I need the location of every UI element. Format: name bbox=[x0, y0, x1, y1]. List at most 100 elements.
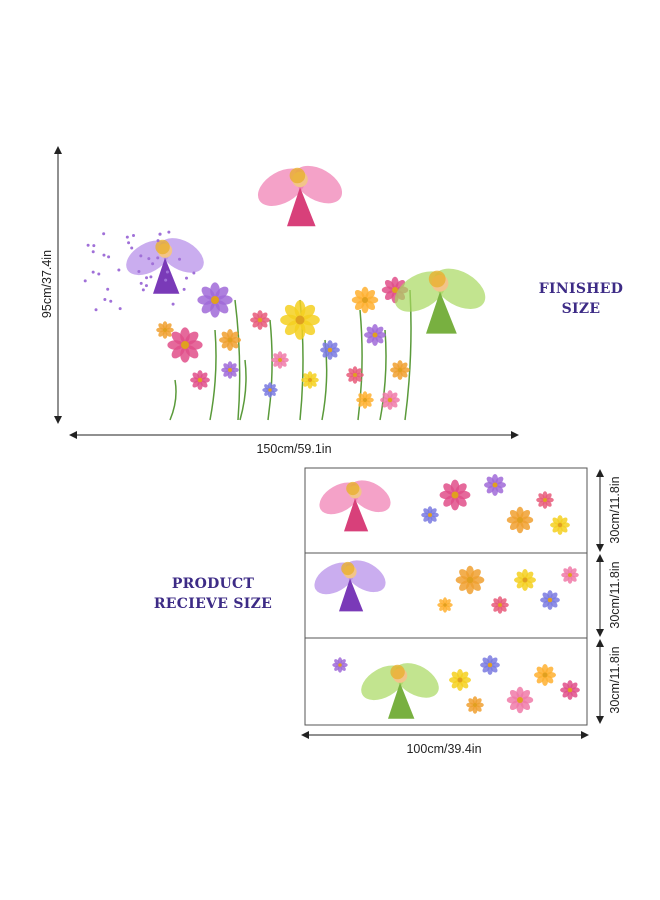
fairy bbox=[309, 554, 391, 612]
fairy bbox=[388, 260, 492, 333]
sparkle bbox=[87, 244, 90, 247]
sparkle bbox=[102, 232, 105, 235]
finished-title-line1: FINISHED bbox=[530, 279, 632, 299]
sparkle bbox=[145, 284, 148, 287]
flower bbox=[352, 287, 378, 313]
flower bbox=[437, 597, 452, 612]
flower bbox=[560, 680, 580, 700]
flower bbox=[449, 669, 471, 691]
sparkle bbox=[126, 236, 129, 239]
sparkle bbox=[192, 272, 195, 275]
sparkle bbox=[164, 279, 167, 282]
flower bbox=[332, 657, 347, 672]
fairy bbox=[120, 231, 210, 294]
sparkle bbox=[84, 279, 87, 282]
sparkle bbox=[145, 276, 148, 279]
flower bbox=[271, 351, 289, 369]
sparkle bbox=[178, 258, 181, 261]
sparkle bbox=[132, 234, 135, 237]
sparkle bbox=[117, 269, 120, 272]
flower bbox=[534, 664, 556, 686]
sparkle bbox=[92, 271, 95, 274]
flower bbox=[320, 340, 340, 360]
flower bbox=[197, 282, 232, 317]
panel-height-label-2: 30cm/11.8in bbox=[608, 555, 622, 635]
flower bbox=[250, 310, 270, 330]
sparkle bbox=[103, 298, 106, 301]
finished-title-line2: SIZE bbox=[530, 299, 632, 319]
flower bbox=[301, 371, 319, 389]
flower bbox=[219, 329, 241, 351]
panel-height-label-3: 30cm/11.8in bbox=[608, 640, 622, 720]
flower bbox=[421, 506, 439, 524]
sparkle bbox=[166, 270, 169, 273]
flower bbox=[491, 596, 509, 614]
flower bbox=[156, 321, 174, 339]
sparkle bbox=[97, 272, 100, 275]
sparkle bbox=[92, 244, 95, 247]
sparkle bbox=[139, 254, 142, 257]
flower bbox=[540, 590, 560, 610]
sparkle bbox=[95, 308, 98, 311]
sparkle bbox=[127, 241, 130, 244]
sparkle bbox=[142, 288, 145, 291]
flower bbox=[550, 515, 570, 535]
flower bbox=[167, 327, 202, 362]
flower bbox=[514, 569, 536, 591]
stem bbox=[268, 320, 272, 420]
finished-height-label: 95cm/37.4in bbox=[40, 239, 54, 329]
flower bbox=[364, 324, 386, 346]
panel-height-label-1: 30cm/11.8in bbox=[608, 470, 622, 550]
sparkle bbox=[156, 256, 159, 259]
sparkle bbox=[106, 288, 109, 291]
stem bbox=[235, 300, 240, 420]
finished-size-title: FINISHED SIZE bbox=[530, 279, 632, 319]
flower bbox=[536, 491, 554, 509]
flower bbox=[190, 370, 210, 390]
sparkle bbox=[167, 231, 170, 234]
flower bbox=[507, 507, 533, 533]
flower bbox=[390, 360, 410, 380]
dimension-arrows bbox=[58, 147, 600, 735]
stem bbox=[240, 360, 246, 420]
flower bbox=[280, 300, 320, 340]
flower bbox=[466, 696, 484, 714]
sparkle bbox=[109, 300, 112, 303]
panel-width-label: 100cm/39.4in bbox=[394, 742, 494, 756]
sparkle bbox=[119, 307, 122, 310]
sparkle bbox=[147, 257, 150, 260]
sparkle bbox=[92, 250, 95, 253]
sparkle bbox=[137, 270, 140, 273]
sparkle bbox=[102, 254, 105, 257]
fairy bbox=[314, 474, 396, 532]
received-title-line2: RECIEVE SIZE bbox=[145, 594, 281, 614]
flower bbox=[561, 566, 579, 584]
sparkle bbox=[172, 303, 175, 306]
flower bbox=[484, 474, 506, 496]
stem bbox=[210, 330, 216, 420]
flower bbox=[262, 382, 277, 397]
flower bbox=[221, 361, 239, 379]
sparkle bbox=[157, 239, 160, 242]
sparkle bbox=[151, 262, 154, 265]
sparkle bbox=[107, 255, 110, 258]
flower bbox=[346, 366, 364, 384]
received-title-line1: PRODUCT bbox=[145, 574, 281, 594]
flower bbox=[480, 655, 500, 675]
sparkle bbox=[185, 277, 188, 280]
finished-width-label: 150cm/59.1in bbox=[244, 442, 344, 456]
sparkle bbox=[130, 246, 133, 249]
flower bbox=[507, 687, 533, 713]
fairy bbox=[251, 158, 348, 226]
sparkle bbox=[149, 275, 152, 278]
stem bbox=[170, 380, 176, 420]
flower bbox=[356, 391, 374, 409]
sparkle bbox=[159, 233, 162, 236]
fairy bbox=[355, 656, 445, 719]
flower bbox=[440, 480, 471, 511]
flower bbox=[380, 390, 400, 410]
finished-decal-illustration bbox=[84, 158, 493, 420]
sheet-panels bbox=[305, 468, 587, 725]
sparkle bbox=[140, 282, 143, 285]
flower bbox=[456, 566, 485, 595]
